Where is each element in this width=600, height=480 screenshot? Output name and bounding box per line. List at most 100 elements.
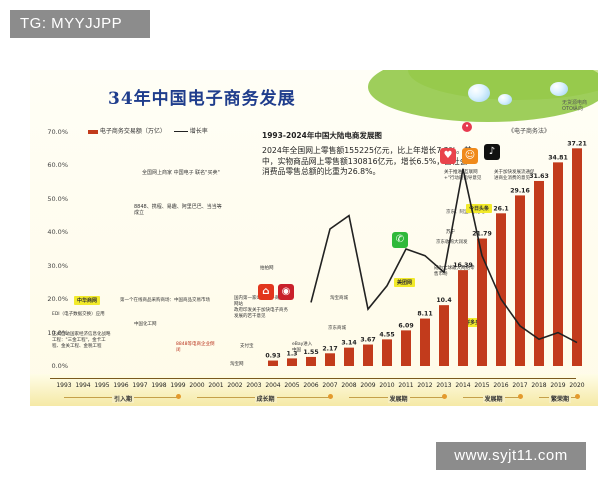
- bar-value-label: 10.4: [436, 297, 452, 304]
- y-axis-tick-label: 60.0%: [47, 161, 68, 170]
- chart-legend: 电子商务交易额（万亿） 增长率: [88, 126, 208, 135]
- timeline-year-label: 1993: [56, 382, 72, 389]
- y-axis-tick-label: 50.0%: [47, 194, 68, 203]
- timeline-year-label: 2010: [379, 382, 395, 389]
- timeline-year-label: 2018: [531, 382, 547, 389]
- bar: [458, 270, 468, 366]
- annotation: 第一个在线商品采购商场：中国商品交易市场: [120, 298, 210, 303]
- timeline-phase-marker: [328, 394, 333, 399]
- timeline-phase-label: 发展期: [387, 394, 410, 403]
- bar: [477, 238, 487, 366]
- y-axis-tick-label: 30.0%: [47, 261, 68, 270]
- timeline-year-label: 2016: [493, 382, 509, 389]
- timeline-year-label: 1997: [132, 382, 148, 389]
- timeline-axis: [50, 378, 576, 379]
- bar-value-label: 26.1: [493, 205, 508, 212]
- tag-label: 今日头条: [466, 204, 493, 213]
- tag-label: 中华商网: [74, 296, 101, 305]
- annotation: 正式启动国家经济信息化战略工程："三金工程"，金卡工程、金关工程、金税工程: [52, 332, 111, 349]
- timeline-year-label: 2020: [569, 382, 585, 389]
- bar-value-label: 29.16: [510, 187, 530, 194]
- bar: [439, 305, 449, 366]
- tiktok-icon: ♪: [484, 144, 500, 160]
- app-logo-icon: ♥: [440, 148, 456, 164]
- infographic-panel: 34年中国电子商务发展 无货源电商 OTO纵向 电子商务交易额（万亿） 增长率 …: [30, 70, 598, 406]
- timeline-phase-marker: [518, 394, 523, 399]
- bar: [496, 213, 506, 366]
- water-drop-icon: [468, 84, 490, 102]
- app-logo-icon: ⌂: [258, 284, 274, 300]
- timeline-year-label: 2012: [417, 382, 433, 389]
- timeline-year-label: 2017: [512, 382, 528, 389]
- timeline-year-label: 1999: [170, 382, 186, 389]
- wechat-icon: ✆: [392, 232, 408, 248]
- y-axis-tick-label: 40.0%: [47, 228, 68, 237]
- chart-subtitle: 1993-2024年中国大陆电商发展图: [262, 131, 382, 140]
- page-title: 34年中国电子商务发展: [108, 89, 296, 109]
- top-right-note: 无货源电商 OTO纵向: [562, 100, 588, 112]
- timeline-year-label: 2013: [436, 382, 452, 389]
- timeline-year-label: 2005: [284, 382, 300, 389]
- bar-value-label: 21.79: [472, 231, 492, 238]
- annotation: 政府印发关于加快电子商务发展的若干意见: [234, 308, 288, 319]
- annotation: 成为全球最大网络零售市场: [434, 266, 475, 277]
- bar: [420, 318, 430, 366]
- annotation: 8848、携程、易趣、阿里巴巴、当当等成立: [134, 204, 222, 216]
- bar: [572, 148, 582, 366]
- timeline-year-label: 2006: [303, 382, 319, 389]
- bar: [534, 180, 544, 366]
- annotation: 淘宝网: [230, 362, 244, 367]
- timeline-phase-label: 发展期: [482, 394, 505, 403]
- annotation: 支付宝: [240, 344, 254, 349]
- y-axis-tick-label: 20.0%: [47, 295, 68, 304]
- bar-value-label: 16.39: [453, 262, 473, 269]
- bar: [306, 356, 316, 366]
- chart-canvas: 0.93 1.3 1.55 2.17 3.14 3.67 4.55 6.09 8.11 10.4 1…: [265, 140, 587, 366]
- tag-label: 美团网: [394, 278, 416, 287]
- timeline-phase-marker: [442, 394, 447, 399]
- bar-value-label: 4.55: [379, 331, 394, 338]
- law-note: 《电子商务法》: [508, 128, 551, 135]
- annotation: 中国化工网: [134, 322, 157, 327]
- bar-value-label: 8.11: [417, 311, 432, 318]
- timeline-year-label: 2014: [455, 382, 471, 389]
- growth-rate-line: [310, 168, 578, 344]
- timeline-year-label: 2000: [189, 382, 205, 389]
- bar-value-label: 3.14: [341, 340, 357, 347]
- timeline-year-label: 2011: [398, 382, 414, 389]
- bar: [268, 360, 278, 366]
- timeline-year-label: 2003: [246, 382, 262, 389]
- bar-value-label: 0.93: [265, 353, 280, 360]
- timeline-phase-marker: [176, 394, 181, 399]
- timeline-year-label: 1995: [94, 382, 110, 389]
- bar: [344, 347, 354, 366]
- y-axis-tick-label: 70.0%: [47, 128, 68, 136]
- annotation: 淘宝商城: [330, 296, 348, 301]
- timeline-year-label: 2001: [208, 382, 224, 389]
- timeline-year-label: 2008: [341, 382, 357, 389]
- timeline-year-label: 2019: [550, 382, 566, 389]
- watermark-top-left: TG: MYYJJPP: [10, 10, 150, 38]
- timeline-phase-label: 成长期: [254, 394, 277, 403]
- bar-value-label: 1.55: [303, 349, 318, 356]
- timeline-year-label: 1998: [151, 382, 167, 389]
- annotation: 京东商城: [328, 326, 346, 331]
- bar-value-label: 31.63: [529, 173, 549, 180]
- timeline-year-label: 1994: [75, 382, 91, 389]
- annotation: 8848等电商企业倒闭: [176, 342, 215, 353]
- annotation: 关于推进"互联网+"行动的指导意见: [444, 170, 482, 181]
- annotation: 拍拍网: [260, 266, 274, 271]
- timeline-year-label: 2015: [474, 382, 490, 389]
- y-axis-tick-label: 10.0%: [47, 328, 68, 337]
- legend-bar-label: 电子商务交易额（万亿）: [99, 128, 166, 135]
- bar: [382, 339, 392, 366]
- timeline-year-label: 1996: [113, 382, 129, 389]
- bar-value-label: 37.21: [567, 140, 587, 147]
- bar: [287, 358, 297, 366]
- timeline-year-label: 2004: [265, 382, 281, 389]
- app-logo-icon: ◉: [278, 284, 294, 300]
- bar: [325, 353, 335, 366]
- timeline-year-label: 2002: [227, 382, 243, 389]
- annotation: 全国网上商家 中国电子 联名"买卖": [142, 170, 220, 176]
- bar-value-label: 2.17: [322, 345, 337, 352]
